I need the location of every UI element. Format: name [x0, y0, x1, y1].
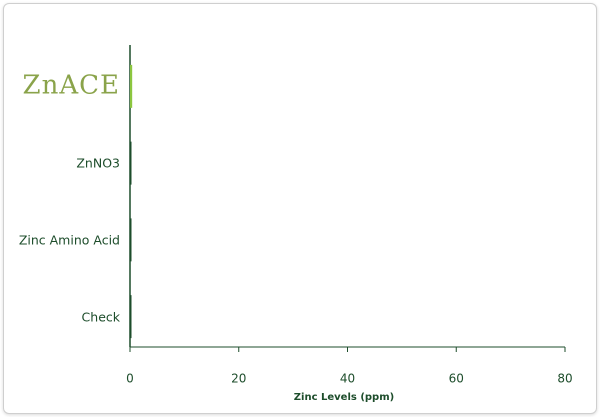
x-tick-label: 20 — [231, 372, 246, 386]
x-tick-label: 80 — [557, 372, 572, 386]
x-tick-label: 0 — [126, 372, 134, 386]
x-tick-label: 40 — [340, 372, 355, 386]
y-tick-label: Zinc Amino Acid — [18, 232, 120, 248]
y-tick-label: ZnNO3 — [76, 155, 120, 171]
y-tick-label: Check — [81, 309, 120, 325]
bar — [130, 295, 132, 339]
bar — [130, 141, 132, 185]
x-axis-title: Zinc Levels (ppm) — [294, 392, 394, 403]
bar — [130, 64, 133, 108]
bar — [130, 218, 132, 262]
chart-card — [3, 3, 597, 414]
category-logo: ZnACE — [22, 70, 120, 101]
x-tick-label: 60 — [449, 372, 464, 386]
